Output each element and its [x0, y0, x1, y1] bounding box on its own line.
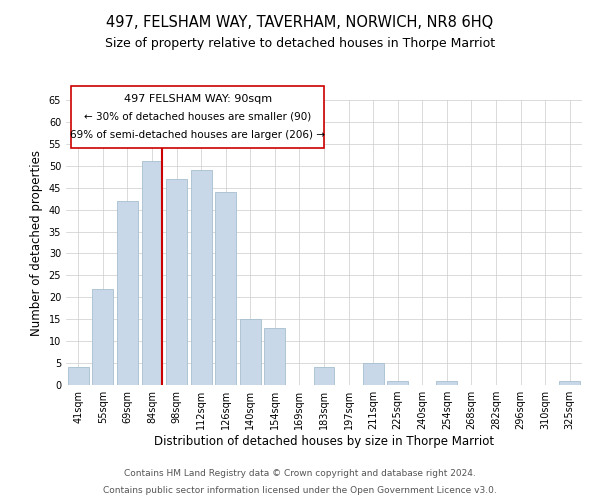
Y-axis label: Number of detached properties: Number of detached properties — [30, 150, 43, 336]
Bar — [68, 368, 89, 385]
Text: 69% of semi-detached houses are larger (206) →: 69% of semi-detached houses are larger (… — [70, 130, 325, 140]
FancyBboxPatch shape — [71, 86, 324, 148]
Bar — [92, 288, 113, 385]
Text: 497 FELSHAM WAY: 90sqm: 497 FELSHAM WAY: 90sqm — [124, 94, 272, 104]
Text: Contains HM Land Registry data © Crown copyright and database right 2024.: Contains HM Land Registry data © Crown c… — [124, 468, 476, 477]
Bar — [362, 363, 383, 385]
Bar — [191, 170, 212, 385]
Bar — [387, 380, 408, 385]
Bar — [436, 380, 457, 385]
Bar — [265, 328, 286, 385]
Bar — [117, 201, 138, 385]
Bar — [240, 319, 261, 385]
Text: Size of property relative to detached houses in Thorpe Marriot: Size of property relative to detached ho… — [105, 38, 495, 51]
Text: 497, FELSHAM WAY, TAVERHAM, NORWICH, NR8 6HQ: 497, FELSHAM WAY, TAVERHAM, NORWICH, NR8… — [106, 15, 494, 30]
Text: ← 30% of detached houses are smaller (90): ← 30% of detached houses are smaller (90… — [84, 112, 311, 122]
Text: Contains public sector information licensed under the Open Government Licence v3: Contains public sector information licen… — [103, 486, 497, 495]
Bar — [559, 380, 580, 385]
Bar — [215, 192, 236, 385]
X-axis label: Distribution of detached houses by size in Thorpe Marriot: Distribution of detached houses by size … — [154, 435, 494, 448]
Bar — [166, 179, 187, 385]
Bar — [142, 162, 163, 385]
Bar — [314, 368, 334, 385]
